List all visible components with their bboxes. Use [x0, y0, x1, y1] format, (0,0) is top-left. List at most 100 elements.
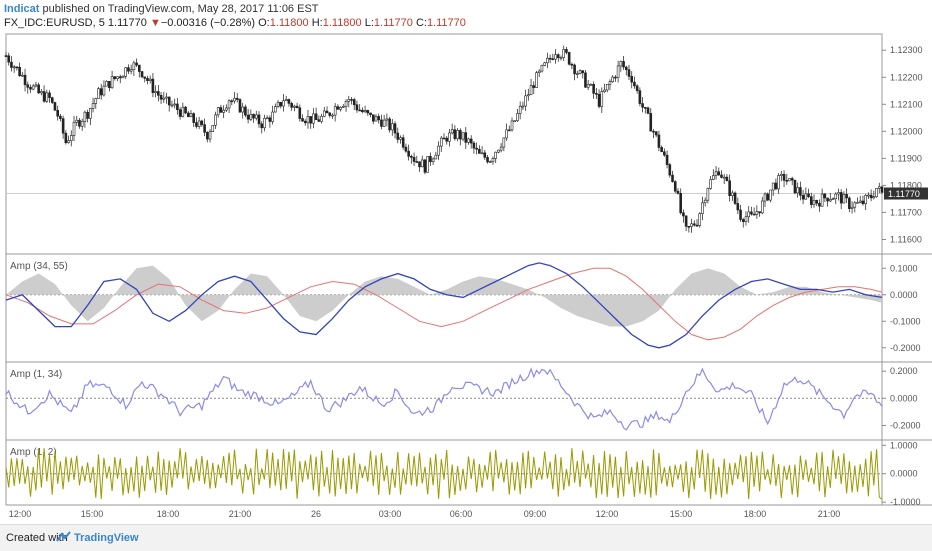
candle-body [94, 98, 98, 104]
y-tick-label: -0.2000 [890, 420, 921, 430]
candle-body [358, 109, 361, 112]
tradingview-logo-icon[interactable] [56, 530, 72, 544]
candle-body [225, 107, 228, 111]
candle-body [641, 103, 644, 108]
y-tick-label: 1.12000 [890, 126, 923, 136]
candle-body [118, 76, 122, 79]
candle-body [722, 176, 726, 179]
pane-title: Amp (34, 55) [10, 261, 68, 272]
pane-title: Amp (1, 34) [10, 369, 62, 380]
y-tick-label: 1.12200 [890, 72, 923, 82]
candle-body [780, 174, 783, 176]
candle-body [83, 111, 87, 122]
candle-body [584, 72, 587, 88]
candle-body [521, 105, 525, 108]
candle-body [407, 150, 410, 157]
tradingview-link[interactable]: TradingView [74, 532, 139, 544]
candle-body [605, 84, 609, 91]
candle-body [494, 151, 497, 159]
chart-canvas[interactable]: 12:00 15:00 18:00 21:00 26 03:00 06:00 09:00 12:… [0, 0, 932, 524]
candle-body [758, 211, 761, 214]
x-tick-label: 18:00 [744, 509, 767, 519]
candle-body [712, 175, 715, 180]
candle-body [89, 108, 92, 119]
candle-body [739, 209, 742, 220]
candle-body [752, 213, 756, 216]
high-label: H: [311, 17, 323, 29]
candle-body [167, 96, 171, 106]
last-price-tag [884, 187, 928, 200]
candle-body [293, 105, 296, 108]
candle-body [777, 175, 780, 190]
candle-body [616, 65, 620, 78]
open-label: O: [258, 17, 270, 29]
candle-body [48, 92, 51, 98]
candle-body [505, 129, 508, 139]
candle-body [4, 55, 8, 57]
candle-body [622, 61, 625, 68]
candle-body [37, 84, 40, 94]
candle-body [663, 151, 666, 156]
candle-body [322, 110, 326, 117]
candle-body [200, 120, 204, 125]
candle-body [608, 81, 612, 85]
candle-body [312, 113, 315, 124]
candle-body [837, 192, 840, 195]
candle-body [336, 106, 340, 110]
candle-body [64, 132, 68, 144]
candle-body [86, 111, 89, 119]
candle-body [469, 138, 473, 144]
candle-body [21, 74, 24, 77]
candle-body [872, 196, 876, 199]
candle-body [192, 113, 196, 123]
candle-body [790, 178, 794, 181]
candle-body [537, 70, 541, 74]
candle-body [690, 223, 693, 227]
signal-line-red [5, 267, 883, 341]
candle-body [361, 109, 364, 113]
candle-body [698, 213, 702, 226]
candle-body [586, 84, 590, 88]
candle-body [684, 215, 688, 227]
candle-body [366, 110, 370, 114]
candle-body [274, 106, 277, 113]
candle-body [652, 130, 655, 133]
candle-body [42, 91, 46, 102]
candle-body [339, 106, 342, 110]
candle-body [284, 99, 288, 102]
candle-body [342, 106, 345, 108]
candle-body [214, 114, 217, 126]
candle-body [371, 114, 375, 122]
candle-body [510, 120, 514, 131]
candle-body [701, 202, 704, 214]
candle-body [148, 78, 152, 81]
candle-body [197, 120, 201, 127]
candle-body [880, 186, 884, 193]
candle-body [178, 109, 182, 117]
candle-body [831, 198, 835, 201]
candle-body [23, 74, 27, 86]
candle-body [788, 178, 791, 182]
candle-body [290, 103, 293, 108]
candle-body [497, 149, 500, 153]
candle-body [744, 216, 748, 222]
candle-body [235, 97, 239, 100]
candle-body [676, 190, 680, 194]
created-with-text: Created with [6, 532, 68, 544]
candle-body [867, 194, 870, 197]
candle-body [206, 132, 209, 140]
candle-body [861, 200, 865, 205]
candle-body [385, 118, 389, 121]
candle-body [31, 85, 35, 90]
candle-body [877, 186, 881, 189]
open-value: 1.11800 [269, 17, 309, 29]
candle-body [12, 66, 16, 69]
candle-body [176, 103, 179, 111]
close-label: C: [415, 17, 427, 29]
candle-body [714, 171, 718, 176]
author-name[interactable]: Indicat [4, 3, 40, 15]
candle-body [864, 195, 867, 205]
y-tick-label: -0.2000 [890, 343, 921, 353]
candle-body [132, 62, 136, 71]
candle-body [660, 147, 663, 153]
